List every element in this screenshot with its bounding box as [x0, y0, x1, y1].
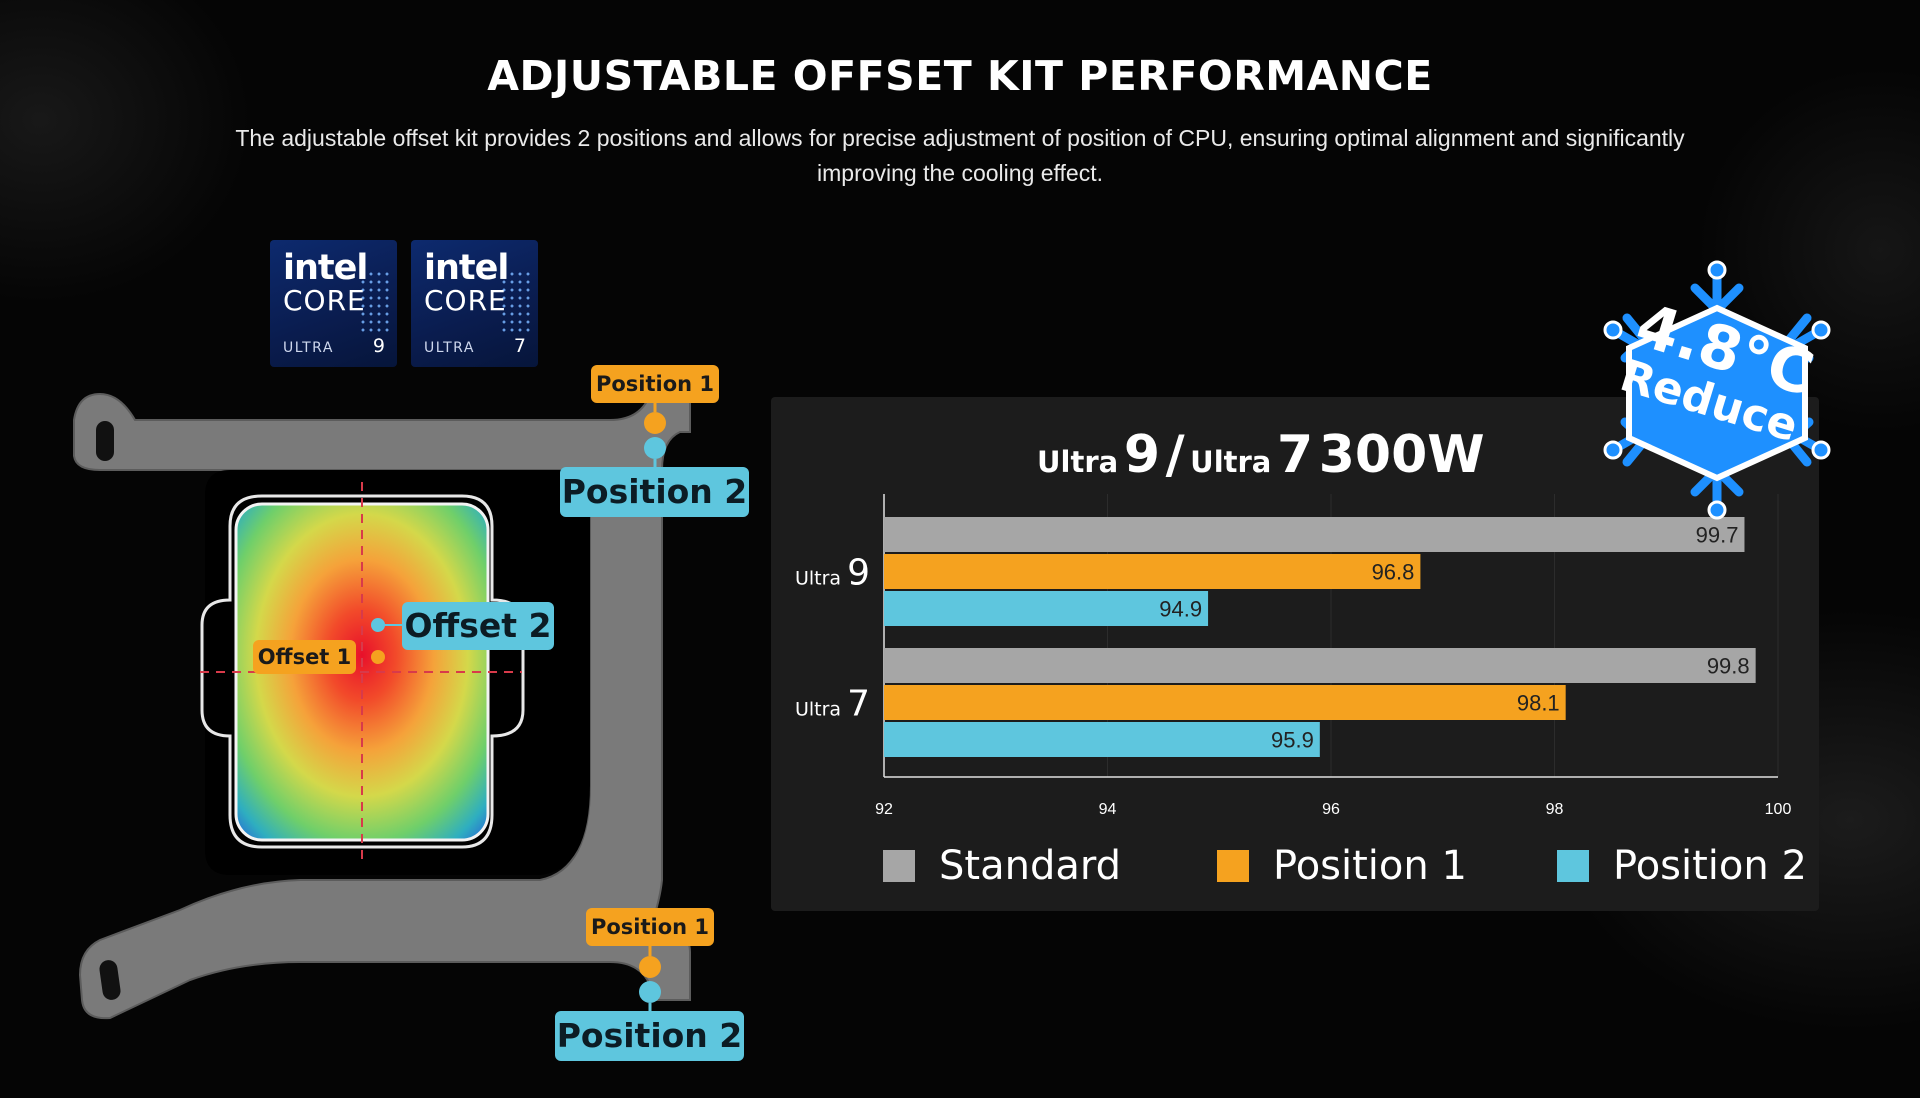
x-tick-label: 94: [1099, 801, 1117, 818]
offset-1-marker: [371, 650, 385, 664]
snowflake-reduce-badge: [1603, 260, 1831, 520]
bracket-slot-bottom: [99, 960, 121, 1000]
bar-standard: [884, 648, 1756, 683]
chart-title: Ultra 9 / Ultra 7 300W: [1037, 425, 1485, 485]
x-tick-label: 100: [1765, 801, 1792, 818]
badge-number: 9: [372, 335, 385, 357]
legend-standard: Standard: [883, 843, 1121, 889]
badge-dots: [359, 270, 389, 334]
badge-tier: ULTRA: [283, 340, 334, 356]
legend-position-2: Position 2: [1557, 843, 1807, 889]
top-position-2-dot: [644, 437, 666, 459]
bar-standard: [884, 517, 1745, 552]
chart-title-part: 300W: [1318, 425, 1485, 485]
badge-brand: intel: [283, 248, 368, 288]
data-label: 99.8: [1707, 654, 1750, 679]
data-label: 99.7: [1696, 523, 1739, 548]
bar-chart: 92 94 96 98 100 99.7 96.8 94.9 Ultra 9 99.8 98.1 95…: [795, 494, 1792, 818]
legend-label-position-1: Position 1: [1273, 843, 1467, 889]
data-label: 98.1: [1517, 691, 1560, 716]
chart-title-part: /: [1165, 425, 1185, 485]
legend-label-position-2: Position 2: [1613, 843, 1807, 889]
page-subtitle: The adjustable offset kit provides 2 pos…: [235, 125, 1685, 186]
x-tick-label: 96: [1322, 801, 1340, 818]
bracket-slot-top: [96, 421, 114, 461]
category-label: Ultra 9: [795, 553, 870, 594]
snowflake-tips: [1603, 260, 1831, 520]
offset-2-label: Offset 2: [402, 602, 554, 650]
top-position-2-label: Position 2: [560, 467, 749, 517]
badge-tier: ULTRA: [424, 340, 475, 356]
intel-core-ultra-9-logo: intel CORE ULTRA 9: [270, 240, 397, 367]
top-position-1-dot: [644, 412, 666, 434]
chart-title-part: 9: [1123, 425, 1160, 485]
chart-title-part: Ultra: [1037, 445, 1119, 479]
snowflake-center: [1626, 304, 1808, 482]
badge-number: 7: [513, 335, 526, 357]
chart-title-part: Ultra: [1190, 445, 1272, 479]
x-tick-label: 98: [1546, 801, 1564, 818]
bar-position-1: [884, 554, 1421, 589]
data-label: 95.9: [1271, 728, 1314, 753]
cpu-outline: [200, 494, 525, 849]
offset-2-marker: [371, 618, 385, 632]
bottom-position-2-dot: [639, 981, 661, 1003]
top-position-1-label: Position 1: [591, 365, 719, 403]
chart-title-part: 7: [1276, 425, 1314, 485]
badge-line: CORE: [283, 284, 366, 317]
offset-1-label: Offset 1: [253, 640, 356, 674]
bottom-position-1-dot: [639, 956, 661, 978]
x-tick-label: 92: [875, 801, 893, 818]
intel-core-ultra-7-logo: intel CORE ULTRA 7: [411, 240, 538, 367]
legend-swatch-position-2: [1557, 850, 1589, 882]
bar-position-2: [884, 591, 1209, 626]
badge-brand: intel: [424, 248, 509, 288]
offset-bracket-diagram: [73, 392, 691, 1020]
badge-dots: [500, 270, 530, 334]
page-title: ADJUSTABLE OFFSET KIT PERFORMANCE: [487, 52, 1433, 100]
legend-swatch-standard: [883, 850, 915, 882]
legend-swatch-position-1: [1217, 850, 1249, 882]
bar-position-2: [884, 722, 1320, 757]
bar-position-1: [884, 685, 1566, 720]
legend-label-standard: Standard: [939, 843, 1121, 889]
category-label: Ultra 7: [795, 684, 870, 725]
badge-line: CORE: [424, 284, 507, 317]
data-label: 94.9: [1159, 597, 1202, 622]
bottom-position-2-label: Position 2: [555, 1011, 744, 1061]
bottom-position-1-label: Position 1: [586, 908, 714, 946]
data-label: 96.8: [1372, 560, 1415, 585]
legend-position-1: Position 1: [1217, 843, 1467, 889]
